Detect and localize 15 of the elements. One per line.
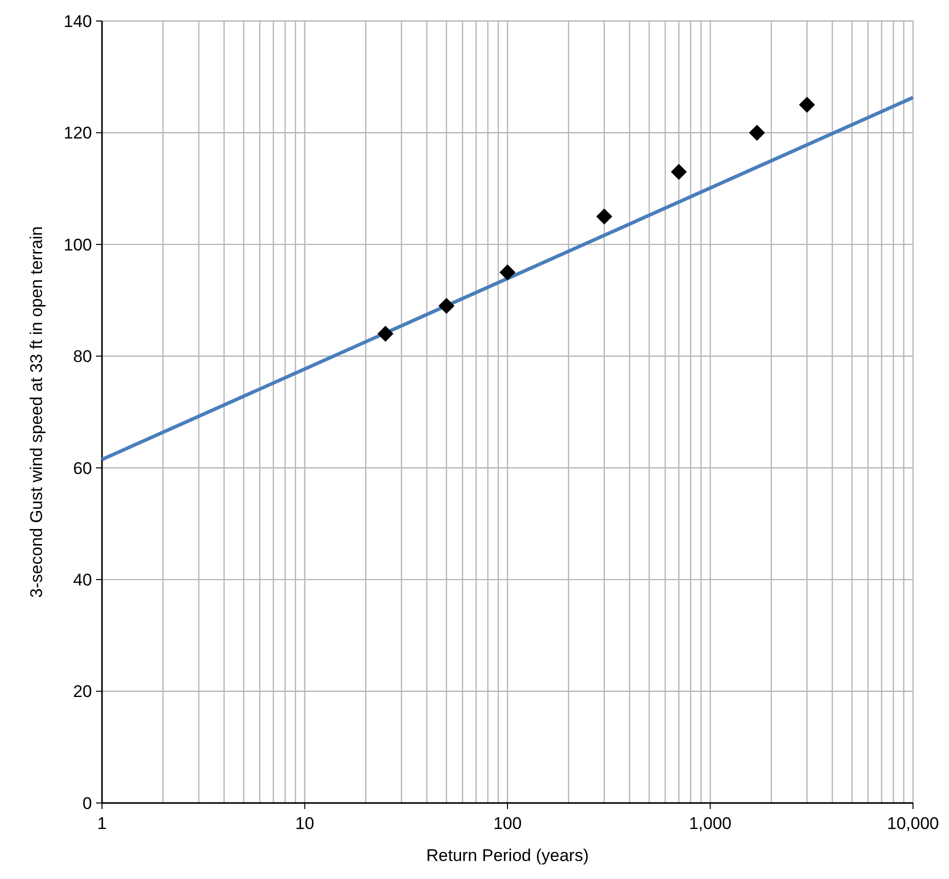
x-tick-label: 10 (295, 814, 314, 833)
y-tick-label: 80 (73, 347, 92, 366)
x-tick-label: 10,000 (887, 814, 939, 833)
y-tick-label: 0 (82, 794, 92, 813)
y-tick-label: 60 (73, 458, 92, 478)
x-axis-title: Return Period (years) (426, 846, 589, 865)
y-axis-title: 3-second Gust wind speed at 33 ft in open terrain (27, 226, 46, 598)
y-tick-label: 100 (64, 235, 92, 254)
y-tick-label: 120 (64, 124, 92, 143)
y-tick-label: 40 (73, 570, 92, 590)
x-tick-label: 1 (97, 814, 107, 833)
y-tick-label: 140 (64, 12, 92, 31)
x-tick-label: 100 (493, 814, 522, 833)
y-tick-label: 20 (73, 682, 92, 702)
x-tick-label: 1,000 (688, 814, 732, 833)
